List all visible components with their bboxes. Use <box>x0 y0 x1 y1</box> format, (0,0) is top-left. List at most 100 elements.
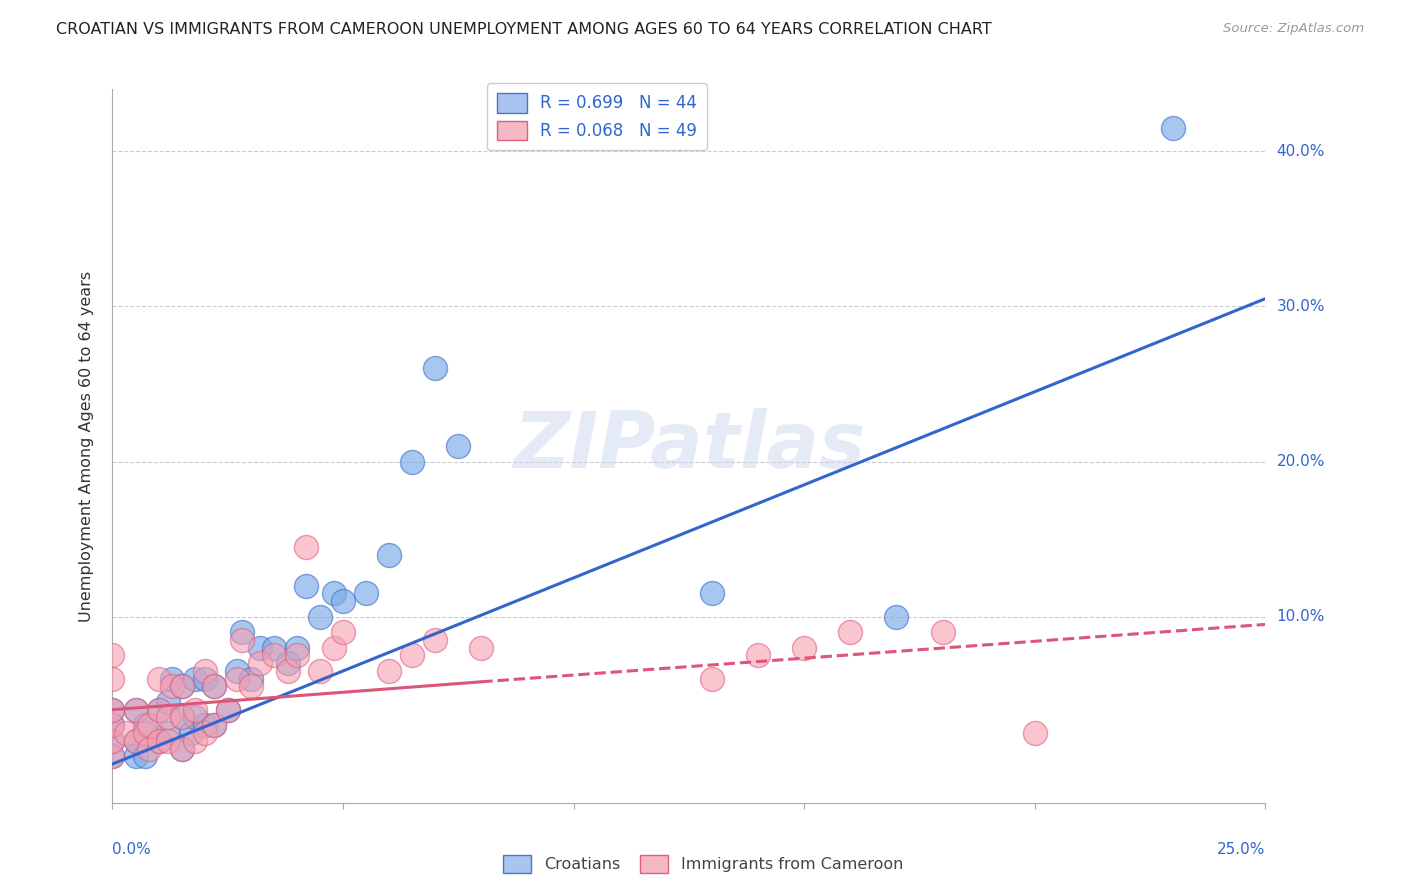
Point <box>354 586 377 600</box>
Text: 40.0%: 40.0% <box>1277 144 1324 159</box>
Point <box>401 454 423 468</box>
Legend: Croatians, Immigrants from Cameroon: Croatians, Immigrants from Cameroon <box>496 848 910 880</box>
Point <box>148 672 170 686</box>
Point <box>239 672 262 686</box>
Point <box>148 733 170 747</box>
Point <box>295 579 318 593</box>
Point <box>184 710 207 724</box>
Point <box>231 632 253 647</box>
Point <box>124 703 146 717</box>
Point <box>309 609 332 624</box>
Point <box>202 718 225 732</box>
Point <box>285 640 308 655</box>
Point <box>124 733 146 747</box>
Point <box>747 648 769 663</box>
Point <box>170 741 193 756</box>
Point <box>156 726 179 740</box>
Point <box>425 361 447 376</box>
Point <box>156 733 179 747</box>
Point <box>332 594 354 608</box>
Point <box>322 640 344 655</box>
Point <box>194 672 217 686</box>
Point <box>277 656 299 670</box>
Text: ZIPatlas: ZIPatlas <box>513 408 865 484</box>
Point <box>101 718 124 732</box>
Point <box>156 695 179 709</box>
Point <box>1024 726 1046 740</box>
Point <box>700 672 723 686</box>
Point <box>793 640 815 655</box>
Text: CROATIAN VS IMMIGRANTS FROM CAMEROON UNEMPLOYMENT AMONG AGES 60 TO 64 YEARS CORR: CROATIAN VS IMMIGRANTS FROM CAMEROON UNE… <box>56 22 993 37</box>
Point <box>194 664 217 678</box>
Point <box>101 733 124 747</box>
Point <box>194 718 217 732</box>
Text: 25.0%: 25.0% <box>1218 842 1265 856</box>
Point <box>124 733 146 747</box>
Point <box>401 648 423 663</box>
Text: 10.0%: 10.0% <box>1277 609 1324 624</box>
Point <box>148 703 170 717</box>
Text: 0.0%: 0.0% <box>112 842 152 856</box>
Point <box>231 625 253 640</box>
Point <box>226 672 249 686</box>
Point <box>263 640 285 655</box>
Legend: R = 0.699   N = 44, R = 0.068   N = 49: R = 0.699 N = 44, R = 0.068 N = 49 <box>486 83 707 150</box>
Point <box>226 664 249 678</box>
Point <box>134 718 156 732</box>
Point <box>170 680 193 694</box>
Point <box>101 749 124 764</box>
Point <box>162 672 184 686</box>
Point <box>378 548 401 562</box>
Point <box>277 664 299 678</box>
Point <box>194 726 217 740</box>
Point <box>700 586 723 600</box>
Point <box>886 609 908 624</box>
Point <box>138 741 160 756</box>
Point <box>101 703 124 717</box>
Text: 20.0%: 20.0% <box>1277 454 1324 469</box>
Point <box>162 680 184 694</box>
Point <box>931 625 953 640</box>
Point <box>217 703 239 717</box>
Point <box>101 733 124 747</box>
Text: Source: ZipAtlas.com: Source: ZipAtlas.com <box>1223 22 1364 36</box>
Point <box>202 718 225 732</box>
Point <box>295 540 318 554</box>
Point <box>124 703 146 717</box>
Point <box>101 648 124 663</box>
Point <box>249 640 271 655</box>
Point <box>425 632 447 647</box>
Point <box>184 703 207 717</box>
Point <box>148 733 170 747</box>
Point <box>134 726 156 740</box>
Point <box>1161 120 1184 135</box>
Point <box>170 710 193 724</box>
Point <box>470 640 492 655</box>
Point <box>217 703 239 717</box>
Point <box>239 680 262 694</box>
Point <box>134 749 156 764</box>
Point <box>184 733 207 747</box>
Y-axis label: Unemployment Among Ages 60 to 64 years: Unemployment Among Ages 60 to 64 years <box>79 270 94 622</box>
Point <box>170 741 193 756</box>
Point <box>101 749 124 764</box>
Point <box>202 680 225 694</box>
Point <box>101 718 124 732</box>
Point <box>447 439 470 453</box>
Point <box>322 586 344 600</box>
Point <box>332 625 354 640</box>
Text: 30.0%: 30.0% <box>1277 299 1324 314</box>
Point <box>170 680 193 694</box>
Point <box>839 625 862 640</box>
Point <box>180 726 202 740</box>
Point <box>263 648 285 663</box>
Point <box>309 664 332 678</box>
Point <box>115 726 138 740</box>
Point <box>249 656 271 670</box>
Point <box>202 680 225 694</box>
Point <box>156 710 179 724</box>
Point <box>184 672 207 686</box>
Point <box>148 703 170 717</box>
Point <box>285 648 308 663</box>
Point <box>138 718 160 732</box>
